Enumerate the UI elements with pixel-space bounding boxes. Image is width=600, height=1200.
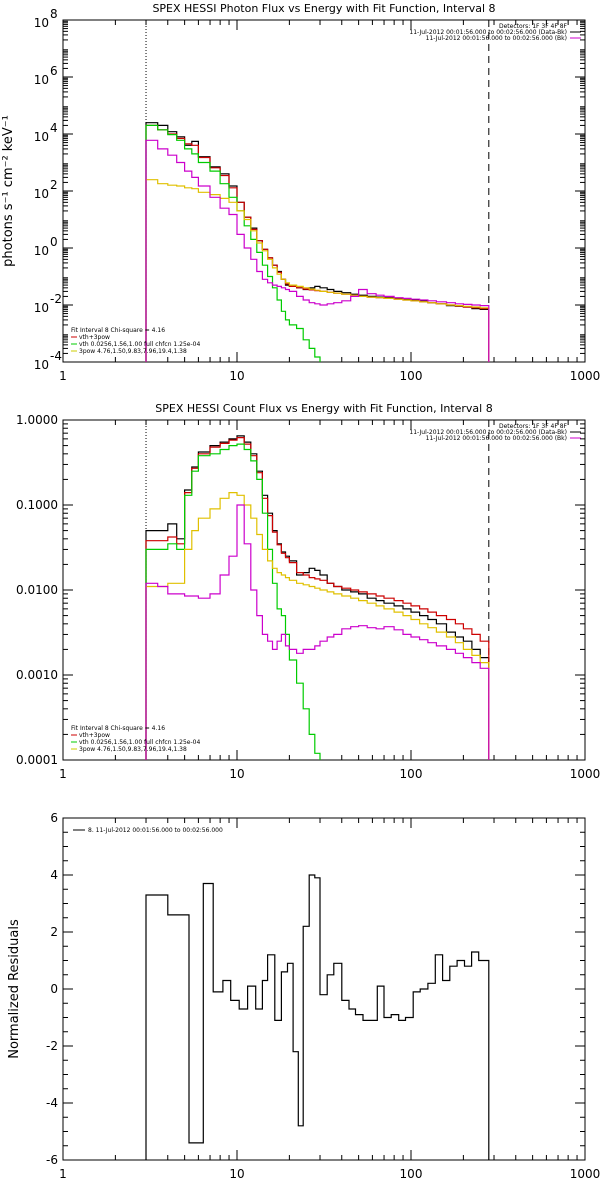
legend-fit-header: Fit Interval 8 Chi-square = 4.16 xyxy=(71,327,165,334)
series-line-4 xyxy=(145,492,490,760)
y-tick-label: 0 xyxy=(50,982,58,996)
y-tick-exponent: 0 xyxy=(50,235,58,249)
y-tick-label: 6 xyxy=(50,811,58,825)
x-tick-label: 1000 xyxy=(570,369,600,383)
legend-entry: vth+3pow xyxy=(79,334,110,341)
y-axis-label: photons s⁻¹ cm⁻² keV⁻¹ xyxy=(1,115,16,267)
y-tick-label: -2 xyxy=(46,1039,58,1053)
legend-fit-header: Fit Interval 8 Chi-square = 4.16 xyxy=(71,725,165,732)
x-tick-label: 1 xyxy=(59,1167,67,1181)
legend-entry: 3pow 4.76,1.50,9.83,7.96,19.4,1.38 xyxy=(79,746,187,753)
series-line-2 xyxy=(145,124,490,362)
y-tick-label: 10 xyxy=(34,358,49,372)
series-line-5 xyxy=(145,139,490,362)
y-tick-label: 0.0001 xyxy=(16,753,58,767)
legend-entry: 11-Jul-2012 00:01:56.000 to 00:02:56.000… xyxy=(409,29,567,36)
y-tick-label: 10 xyxy=(34,16,49,30)
y-axis-label: Normalized Residuals xyxy=(7,919,22,1059)
x-tick-label: 1 xyxy=(59,369,67,383)
legend-entry: vth 0.0256,1.56,1.00 full chfcn 1.25e-04 xyxy=(79,739,200,746)
y-tick-exponent: -4 xyxy=(50,349,62,363)
legend-entry: Detectors: 1F 3F 4F 8F xyxy=(499,23,568,30)
y-tick-label: 10 xyxy=(34,187,49,201)
y-tick-label: -4 xyxy=(46,1096,58,1110)
chart-title: SPEX HESSI Count Flux vs Energy with Fit… xyxy=(155,402,492,415)
y-tick-label: 1.0000 xyxy=(16,413,58,427)
legend-entry: 11-Jul-2012 00:01:56.000 to 00:02:56.000… xyxy=(409,429,567,436)
x-tick-label: 100 xyxy=(400,767,423,781)
plot-panel-2: SPEX HESSI Count Flux vs Energy with Fit… xyxy=(16,402,600,781)
y-tick-exponent: -2 xyxy=(50,292,62,306)
y-tick-label: 0.0010 xyxy=(16,668,58,682)
legend-entry: Detectors: 1F 3F 4F 8F xyxy=(499,423,568,430)
y-tick-exponent: 8 xyxy=(50,7,58,21)
legend-entry: vth 0.0256,1.56,1.00 full chfcn 1.25e-04 xyxy=(79,341,200,348)
x-tick-label: 100 xyxy=(400,1167,423,1181)
plot-panel-1: SPEX HESSI Photon Flux vs Energy with Fi… xyxy=(1,2,600,383)
series-line-2 xyxy=(145,437,490,760)
y-tick-label: 4 xyxy=(50,868,58,882)
x-tick-label: 10 xyxy=(229,1167,244,1181)
x-tick-label: 100 xyxy=(400,369,423,383)
legend-entry: 3pow 4.76,1.50,9.83,7.96,19.4,1.38 xyxy=(79,348,187,355)
series-line-1 xyxy=(145,435,490,760)
y-tick-label: 0.1000 xyxy=(16,498,58,512)
series-line-4 xyxy=(145,179,490,362)
series-line-3 xyxy=(145,443,321,760)
y-tick-label: 10 xyxy=(34,73,49,87)
legend-entry: 11-Jul-2012 00:01:56.000 to 00:02:56.000… xyxy=(426,35,567,42)
y-tick-label: 10 xyxy=(34,130,49,144)
plot-frame xyxy=(62,19,586,363)
x-tick-label: 1000 xyxy=(570,767,600,781)
legend-entry: 11-Jul-2012 00:01:56.000 to 00:02:56.000… xyxy=(426,435,567,442)
plot-frame xyxy=(62,817,586,1161)
series-line-1 xyxy=(145,122,490,362)
y-tick-label: -6 xyxy=(46,1153,58,1167)
series-line-1 xyxy=(145,874,490,1160)
chart-title: SPEX HESSI Photon Flux vs Energy with Fi… xyxy=(152,2,495,15)
x-tick-label: 1000 xyxy=(570,1167,600,1181)
y-tick-label: 0.0100 xyxy=(16,583,58,597)
x-tick-label: 10 xyxy=(229,767,244,781)
y-tick-exponent: 6 xyxy=(50,64,58,78)
legend-entry: 8. 11-Jul-2012 00:01:56.000 to 00:02:56.… xyxy=(88,827,223,834)
legend-entry: vth+3pow xyxy=(79,732,110,739)
plot-panel-3: 1 10 100 1000 -6 -4 -2 0 2 4 6 Normalized Residuals… xyxy=(7,811,600,1181)
y-tick-label: 2 xyxy=(50,925,58,939)
x-tick-label: 1 xyxy=(59,767,67,781)
y-tick-exponent: 4 xyxy=(50,121,58,135)
y-tick-label: 10 xyxy=(34,301,49,315)
y-tick-label: 10 xyxy=(34,244,49,258)
series-line-5 xyxy=(145,504,490,760)
series-line-3 xyxy=(145,124,321,362)
y-tick-exponent: 2 xyxy=(50,178,58,192)
x-tick-label: 10 xyxy=(229,369,244,383)
